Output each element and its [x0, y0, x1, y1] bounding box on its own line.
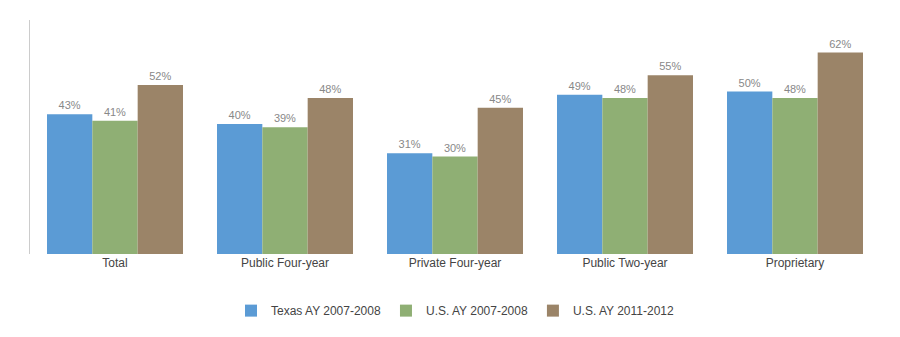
svg-text:Total: Total — [102, 256, 127, 270]
svg-text:62%: 62% — [829, 38, 851, 50]
svg-text:43%: 43% — [59, 99, 81, 111]
svg-text:48%: 48% — [319, 83, 341, 95]
svg-text:U.S. AY 2011-2012: U.S. AY 2011-2012 — [573, 304, 674, 318]
svg-text:40%: 40% — [229, 109, 251, 121]
svg-text:Texas AY 2007-2008: Texas AY 2007-2008 — [271, 304, 381, 318]
svg-text:49%: 49% — [569, 80, 591, 92]
svg-text:48%: 48% — [614, 83, 636, 95]
svg-text:Proprietary: Proprietary — [766, 256, 825, 270]
svg-text:39%: 39% — [274, 112, 296, 124]
svg-text:Public Two-year: Public Two-year — [582, 256, 667, 270]
svg-text:48%: 48% — [784, 83, 806, 95]
svg-text:30%: 30% — [444, 142, 466, 154]
svg-text:Private Four-year: Private Four-year — [409, 256, 502, 270]
svg-text:45%: 45% — [489, 93, 511, 105]
svg-text:Public Four-year: Public Four-year — [241, 256, 329, 270]
svg-text:50%: 50% — [739, 77, 761, 89]
svg-text:41%: 41% — [104, 106, 126, 118]
svg-text:55%: 55% — [659, 60, 681, 72]
svg-text:U.S. AY 2007-2008: U.S. AY 2007-2008 — [426, 304, 528, 318]
svg-text:31%: 31% — [399, 138, 421, 150]
svg-text:52%: 52% — [149, 70, 171, 82]
